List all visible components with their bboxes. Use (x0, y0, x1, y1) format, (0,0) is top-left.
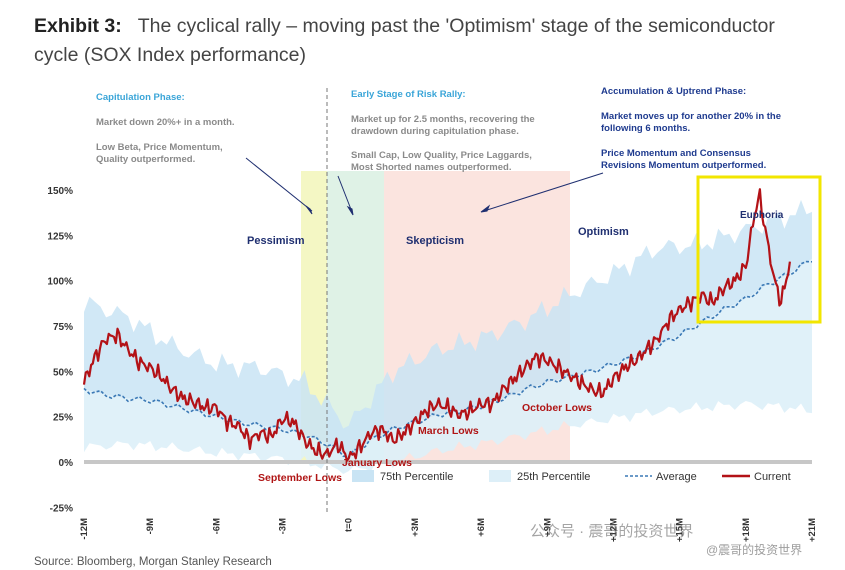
arrowhead (346, 205, 354, 216)
band-25th-percentile (84, 258, 812, 474)
phase-label-optimism: Optimism (578, 226, 629, 238)
low-label-october: October Lows (522, 402, 592, 414)
annotation-arrows (245, 157, 604, 216)
x-tick-label: -9M (145, 518, 156, 534)
annotation-line: Quality outperformed. (96, 154, 195, 165)
arrowhead (480, 204, 491, 213)
legend-swatch-25th (489, 470, 511, 482)
source-note: Source: Bloomberg, Morgan Stanley Resear… (34, 556, 272, 568)
phase-label-euphoria: Euphoria (740, 210, 784, 221)
x-tick-label: +15M (675, 518, 686, 542)
y-axis-ticks: 150% 125% 100% 75% 50% 25% 0% -25% (47, 186, 73, 514)
x-tick-label: +21M (807, 518, 818, 542)
x-tick-label: +12M (608, 518, 619, 542)
x-tick-label: +3M (410, 518, 421, 537)
y-tick-label: 0% (59, 458, 74, 469)
legend-label-25th: 25th Percentile (517, 471, 590, 483)
watermark-text: 公众号 · 震哥的投资世界 (530, 523, 694, 540)
arrowhead (305, 205, 313, 215)
y-tick-label: -25% (50, 503, 73, 514)
series-average-line (83, 260, 813, 458)
annotation-capitulation: Capitulation Phase: Market down 20%+ in … (96, 92, 235, 165)
annotation-title: Capitulation Phase: (96, 92, 185, 103)
annotation-line: Market down 20%+ in a month. (96, 117, 235, 128)
annotation-line: Market moves up for another 20% in the (601, 111, 781, 122)
arrow-early-rally (337, 175, 353, 213)
chart-title: Exhibit 3: The cyclical rally – moving pa… (34, 12, 824, 70)
legend-label-current: Current (754, 471, 791, 483)
phase-label-skepticism: Skepticism (406, 235, 464, 247)
y-tick-label: 150% (47, 186, 73, 197)
annotation-line: drawdown during capitulation phase. (351, 126, 519, 137)
x-tick-label: -3M (278, 518, 289, 534)
annotation-line: Low Beta, Price Momentum, (96, 142, 223, 153)
low-label-january: January Lows (342, 457, 412, 469)
arrow-accumulation (483, 172, 604, 212)
annotation-line: Small Cap, Low Quality, Price Laggards, (351, 150, 532, 161)
legend-label-75th: 75th Percentile (380, 471, 453, 483)
phase-label-pessimism: Pessimism (247, 235, 305, 247)
annotation-line: Most Shorted names outperformed. (351, 162, 511, 173)
annotation-line: Market up for 2.5 months, recovering the (351, 114, 535, 125)
x-tick-label: +9M (542, 518, 553, 537)
annotation-line: following 6 months. (601, 123, 690, 134)
arrow-capitulation (245, 157, 313, 212)
band-75th-percentile (84, 199, 812, 457)
legend-label-average: Average (656, 471, 697, 483)
x-axis-ticks: -12M -9M -6M -3M t=0 +3M +6M +9M +12M +15M +18M +21… (79, 518, 818, 542)
annotation-line: Price Momentum and Consensus (601, 148, 751, 159)
low-label-march: March Lows (418, 425, 479, 437)
x-tick-label: +18M (741, 518, 752, 542)
x-tick-label: -12M (79, 518, 90, 540)
x-tick-label: t=0 (344, 518, 355, 532)
annotation-early-rally: Early Stage of Risk Rally: Market up for… (351, 89, 535, 173)
y-tick-label: 125% (47, 231, 73, 242)
euphoria-highlight-box (696, 175, 822, 324)
exhibit-label: Exhibit 3: (34, 15, 122, 37)
x-tick-label: +6M (476, 518, 487, 537)
annotation-title: Early Stage of Risk Rally: (351, 89, 466, 100)
annotation-accumulation: Accumulation & Uptrend Phase: Market mov… (601, 86, 781, 171)
y-tick-label: 50% (53, 367, 73, 378)
legend: 75th Percentile 25th Percentile Average … (352, 470, 791, 483)
y-tick-label: 75% (53, 322, 73, 333)
x-tick-label: -6M (211, 518, 222, 534)
series-current-line (82, 188, 791, 462)
y-tick-label: 25% (53, 413, 73, 424)
legend-swatch-75th (352, 470, 374, 482)
annotation-line: Revisions Momentum outperformed. (601, 160, 766, 171)
y-tick-label: 100% (47, 277, 73, 288)
title-text: The cyclical rally – moving past the 'Op… (34, 15, 775, 66)
watermark-subtext: @震哥的投资世界 (706, 543, 803, 557)
low-label-september: September Lows (258, 472, 342, 484)
annotation-title: Accumulation & Uptrend Phase: (601, 86, 746, 97)
